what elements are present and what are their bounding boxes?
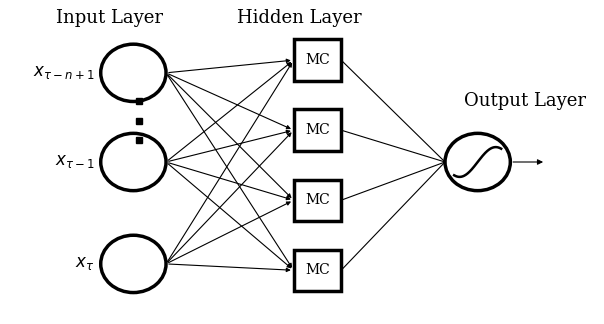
Text: $x_{\tau-n+1}$: $x_{\tau-n+1}$ [33, 64, 95, 81]
Bar [294, 40, 341, 81]
Text: $x_{\tau-1}$: $x_{\tau-1}$ [55, 154, 95, 170]
Ellipse shape [445, 133, 510, 191]
Ellipse shape [101, 235, 166, 293]
Text: Input Layer: Input Layer [56, 9, 163, 27]
Text: Output Layer: Output Layer [464, 92, 586, 110]
Bar [294, 179, 341, 221]
Text: MC: MC [305, 53, 330, 67]
Text: $x_{\tau}$: $x_{\tau}$ [76, 255, 95, 272]
Text: MC: MC [305, 193, 330, 207]
Ellipse shape [101, 44, 166, 101]
Text: MC: MC [305, 263, 330, 277]
Bar [294, 110, 341, 151]
Text: MC: MC [305, 123, 330, 137]
Text: Hidden Layer: Hidden Layer [237, 9, 362, 27]
Ellipse shape [101, 133, 166, 191]
Bar [294, 249, 341, 291]
